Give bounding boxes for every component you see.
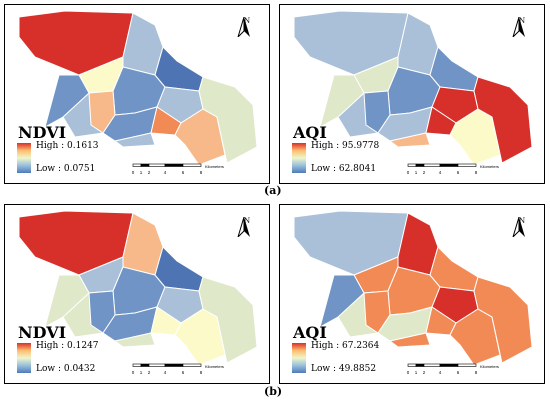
scale-unit-label: Kilometers [205,364,224,369]
north-label: N [243,17,251,25]
map-title: NDVI [18,323,67,342]
caption-a: (a) [264,184,282,197]
scale-tick-label: 1 [415,370,418,375]
scale-tick-label: 0 [407,170,410,175]
scale-tick-label: 1 [140,370,143,375]
map-zone [44,274,90,329]
north-arrow-icon: N [237,17,257,37]
legend-color-ramp [292,343,306,373]
scale-tick-label: 8 [475,170,478,175]
scale-tick-label: 6 [182,170,185,175]
scale-tick-label: 6 [457,170,460,175]
map-zone [154,46,204,92]
north-label: N [243,217,251,225]
map-zone [473,76,533,164]
map-title: NDVI [18,123,67,142]
watershed-map [18,10,258,166]
scale-tick-label: 6 [182,370,185,375]
scale-tick-label: 6 [457,370,460,375]
map-panel-aqi-a: N AQI High : 95.9778 Low : 62.8041 0 1 2 4 6 8 Kil… [279,4,545,184]
legend-color-ramp [17,143,31,173]
map-zone [113,132,156,148]
scale-tick-label: 1 [140,170,143,175]
watershed-map [293,210,533,366]
scale-tick-label: 2 [423,170,426,175]
scale-tick-label: 4 [439,370,442,375]
scale-tick-label: 0 [132,370,135,375]
legend-low-label: Low : 49.8852 [311,364,377,374]
caption-b: (b) [264,385,283,398]
watershed-map [18,210,258,366]
legend-low-label: Low : 62.8041 [311,164,377,174]
map-title: AQI [293,323,327,342]
map-zone [429,246,479,292]
scale-unit-label: Kilometers [205,164,224,169]
scale-unit-label: Kilometers [480,364,499,369]
scale-tick-label: 0 [407,370,410,375]
scale-tick-label: 2 [423,370,426,375]
map-title: AQI [293,123,327,142]
legend-high-label: High : 0.1247 [36,341,99,351]
map-zone [429,46,479,92]
map-zone [198,276,258,364]
scale-tick-label: 8 [200,370,203,375]
north-label: N [518,217,526,225]
legend-low-label: Low : 0.0751 [36,164,96,174]
legend-color-ramp [17,343,31,373]
legend-high-label: High : 95.9778 [311,141,380,151]
scale-tick-label: 4 [164,170,167,175]
map-panel-aqi-b: N AQI High : 67.2364 Low : 49.8852 0 1 2 4 6 8 Kil… [279,204,545,384]
scale-tick-label: 2 [148,170,151,175]
legend-high-label: High : 67.2364 [311,341,380,351]
map-panel-ndvi-a: N NDVI High : 0.1613 Low : 0.0751 0 1 2 4 6 8 Kilo… [4,4,270,184]
scale-tick-label: 1 [415,170,418,175]
north-arrow-icon: N [512,17,532,37]
north-label: N [518,17,526,25]
map-zone [319,274,365,329]
scale-tick-label: 0 [132,170,135,175]
legend-high-label: High : 0.1613 [36,141,99,151]
map-zone [388,332,431,348]
scale-tick-label: 8 [475,370,478,375]
scale-tick-label: 4 [164,370,167,375]
map-zone [154,246,204,292]
map-zone [473,276,533,364]
map-zone [388,132,431,148]
map-zone [319,74,365,129]
north-arrow-icon: N [512,217,532,237]
legend-color-ramp [292,143,306,173]
map-zone [113,332,156,348]
north-arrow-icon: N [237,217,257,237]
scale-unit-label: Kilometers [480,164,499,169]
scale-tick-label: 8 [200,170,203,175]
watershed-map [293,10,533,166]
map-zone [198,76,258,164]
map-zone [44,74,90,129]
map-panel-ndvi-b: N NDVI High : 0.1247 Low : 0.0432 0 1 2 4 6 8 Kilo… [4,204,270,384]
scale-tick-label: 2 [148,370,151,375]
scale-tick-label: 4 [439,170,442,175]
legend-low-label: Low : 0.0432 [36,364,96,374]
